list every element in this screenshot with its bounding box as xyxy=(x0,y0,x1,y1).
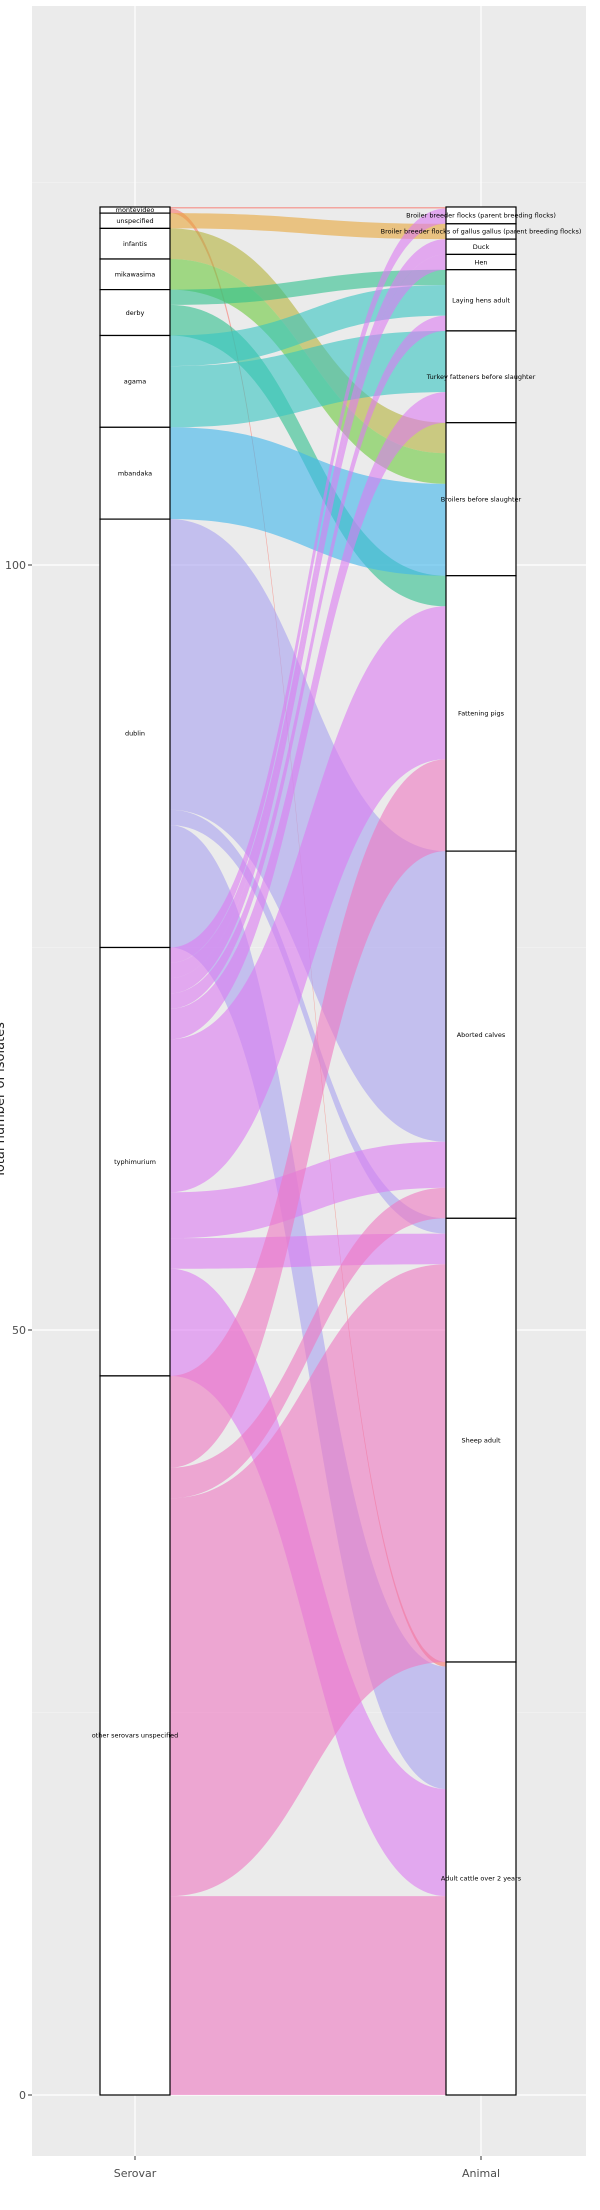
animal-node-label-broiler-breeder-flocks-parent-breeding-flocks: Broiler breeder flocks (parent breeding … xyxy=(406,212,556,220)
flow-other-serovars-unspecified-to-sheep-adult xyxy=(170,1264,446,1897)
y-axis-title: Total number of isolates xyxy=(0,1022,8,1179)
flow-mbandaka-to-broilers-before-slaughter xyxy=(170,427,446,576)
animal-node-label-broilers-before-slaughter: Broilers before slaughter xyxy=(441,495,522,503)
flow-other-serovars-unspecified-to-fattening-pigs xyxy=(170,759,446,1468)
animal-node-label-fattening-pigs: Fattening pigs xyxy=(458,710,505,718)
flow-unspecified-to-broiler-breeder-flocks-of-gallus-gallus-parent-breeding-flocks xyxy=(170,213,446,240)
flow-derby-to-fattening-pigs xyxy=(170,304,446,607)
serovar-node-label-other-serovars-unspecified: other serovars unspecified xyxy=(92,1732,179,1740)
nodes: montevideo unspecified infantis mikawasima d… xyxy=(92,206,582,2096)
serovar-node-dublin xyxy=(99,518,171,949)
serovar-node-derby xyxy=(99,289,171,337)
x-tick-label: Serovar xyxy=(114,2167,157,2180)
animal-node-label-laying-hens-adult: Laying hens adult xyxy=(452,297,510,305)
serovar-node-label-montevideo: montevideo xyxy=(116,206,155,214)
animal-node-label-aborted-calves: Aborted calves xyxy=(457,1031,506,1039)
flow-agama-to-turkey-fatteners-before-slaughter xyxy=(170,330,446,428)
serovar-node-mbandaka xyxy=(99,426,171,520)
serovar-node-infantis xyxy=(99,227,171,260)
flow-other-serovars-unspecified-to-aborted-calves xyxy=(170,1187,446,1499)
serovar-node-label-dublin: dublin xyxy=(125,730,145,738)
y-tick-label: 50 xyxy=(12,1324,26,1337)
flow-typhimurium-to-turkey-fatteners-before-slaughter xyxy=(170,392,446,1040)
flows xyxy=(170,206,446,2095)
serovar-node-label-mbandaka: mbandaka xyxy=(118,469,152,477)
flow-dublin-to-adult-cattle-over-2-years xyxy=(170,825,446,1789)
animal-node-label-hen: Hen xyxy=(474,258,487,266)
flow-typhimurium-to-hen xyxy=(170,254,446,994)
flow-typhimurium-to-aborted-calves xyxy=(170,1141,446,1239)
animal-node-turkey-fatteners-before-slaughter xyxy=(445,330,517,424)
axes: 0 50 100 Serovar Animal xyxy=(5,559,500,2180)
animal-node-aborted-calves xyxy=(445,850,517,1219)
animal-node-laying-hens-adult xyxy=(445,269,517,332)
serovar-node-label-typhimurium: typhimurium xyxy=(114,1158,156,1166)
animal-node-label-turkey-fatteners-before-slaughter: Turkey fatteners before slaughter xyxy=(426,373,536,381)
animal-node-label-broiler-breeder-flocks-of-gallus-gallus-parent-breeding-flocks: Broiler breeder flocks of gallus gallus … xyxy=(381,228,582,236)
animal-node-fattening-pigs xyxy=(445,575,517,852)
flow-typhimurium-to-laying-hens-adult xyxy=(170,315,446,1009)
serovar-node-label-agama: agama xyxy=(124,378,146,386)
animal-node-broilers-before-slaughter xyxy=(445,422,517,577)
serovar-node-label-unspecified: unspecified xyxy=(116,217,153,225)
serovar-node-label-derby: derby xyxy=(126,309,145,317)
animal-node-label-adult-cattle-over-2-years: Adult cattle over 2 years xyxy=(441,1875,522,1883)
flow-agama-to-laying-hens-adult xyxy=(170,285,446,367)
x-tick-label: Animal xyxy=(462,2167,500,2180)
serovar-node-label-infantis: infantis xyxy=(123,240,148,248)
y-tick-label: 0 xyxy=(19,2089,26,2102)
flow-montevideo-to-broiler-breeder-flocks-parent-breeding-flocks xyxy=(170,206,446,209)
animal-node-sheep-adult xyxy=(445,1217,517,1663)
animal-node-label-duck: Duck xyxy=(473,243,490,251)
y-tick-label: 100 xyxy=(5,559,26,572)
animal-node-adult-cattle-over-2-years xyxy=(445,1661,517,2096)
flow-typhimurium-to-broiler-breeder-flocks-parent-breeding-flocks xyxy=(170,208,446,963)
serovar-node-label-mikawasima: mikawasima xyxy=(115,271,156,279)
animal-node-label-sheep-adult: Sheep adult xyxy=(461,1436,500,1444)
serovar-node-typhimurium xyxy=(99,946,171,1377)
flow-typhimurium-to-sheep-adult xyxy=(170,1233,446,1269)
serovar-node-agama xyxy=(99,334,171,428)
flow-dublin-to-sheep-adult xyxy=(170,809,446,1234)
flow-derby-to-laying-hens-adult xyxy=(170,269,446,305)
flow-typhimurium-to-fattening-pigs xyxy=(170,606,446,1193)
serovar-node-other-serovars-unspecified xyxy=(99,1375,171,2096)
flow-typhimurium-to-duck xyxy=(170,239,446,979)
flow-other-serovars-unspecified-to-adult-cattle-over-2-years xyxy=(170,1896,446,2095)
